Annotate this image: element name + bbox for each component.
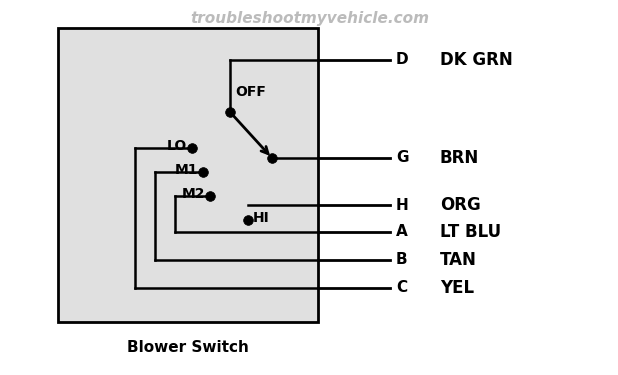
Text: D: D [396,53,408,68]
Text: B: B [396,252,408,267]
Text: H: H [396,198,408,213]
Bar [58,28,318,322]
Text: HI: HI [253,211,269,225]
Text: G: G [396,150,408,165]
Text: ORG: ORG [440,196,481,214]
Text: BRN: BRN [440,149,479,167]
Text: C: C [396,280,407,296]
Text: OFF: OFF [235,85,266,99]
Text: TAN: TAN [440,251,477,269]
Text: YEL: YEL [440,279,474,297]
Text: troubleshootmyvehicle.com: troubleshootmyvehicle.com [190,10,430,26]
Text: DK GRN: DK GRN [440,51,513,69]
Text: M2: M2 [182,187,205,201]
Text: A: A [396,225,408,240]
Text: M1: M1 [174,163,198,177]
Text: LO: LO [167,139,187,153]
Text: LT BLU: LT BLU [440,223,501,241]
Text: Blower Switch: Blower Switch [127,340,249,356]
